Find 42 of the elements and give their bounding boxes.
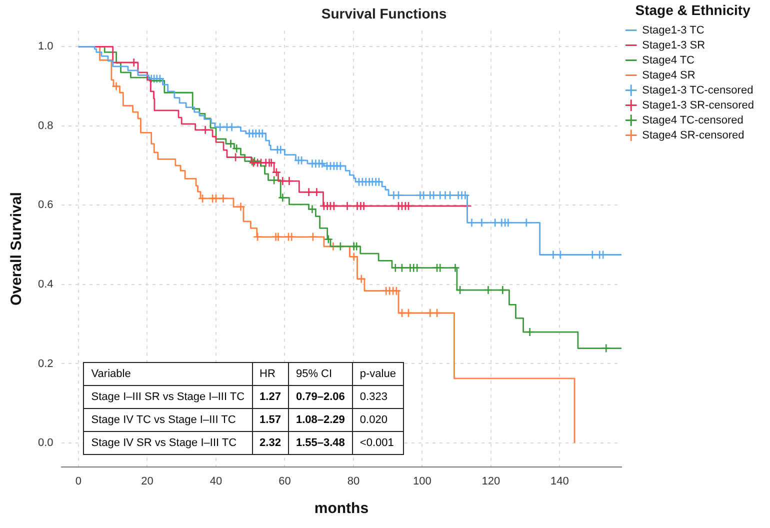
legend-label: Stage1-3 SR-censored xyxy=(642,99,754,112)
y-tick-label: 1.0 xyxy=(38,40,54,53)
x-tick-label: 100 xyxy=(413,475,432,488)
annotation: Stage I–III SR vs Stage I–III TC xyxy=(84,385,252,408)
annotation: Stage IV SR vs Stage I–III TC xyxy=(84,431,252,454)
annotation: <0.001 xyxy=(352,431,404,454)
legend-label: Stage4 SR xyxy=(642,69,696,82)
annotation: HR xyxy=(252,362,288,386)
x-tick-label: 140 xyxy=(550,475,569,488)
y-tick-label: 0.4 xyxy=(38,278,54,291)
legend-label: Stage1-3 TC-censored xyxy=(642,84,754,96)
y-tick-label: 0.0 xyxy=(38,437,54,450)
legend-label: Stage1-3 SR xyxy=(642,39,706,52)
annotation: 1.27 xyxy=(252,385,288,408)
y-axis-title: Overall Survival xyxy=(8,192,26,306)
annotation: 0.323 xyxy=(352,385,404,408)
annotation: 1.55–3.48 xyxy=(288,431,352,454)
y-tick-label: 0.2 xyxy=(38,358,54,370)
legend-label: Stage1-3 TC xyxy=(642,24,704,36)
chart-title: Survival Functions xyxy=(321,5,447,22)
annotation: 95% CI xyxy=(288,362,352,386)
annotation: 1.57 xyxy=(252,408,288,432)
x-axis-title: months xyxy=(314,500,369,518)
annotation: 0.79–2.06 xyxy=(288,385,352,408)
x-tick-label: 80 xyxy=(347,475,360,488)
legend-title: Stage & Ethnicity xyxy=(635,2,751,18)
x-tick-label: 0 xyxy=(75,475,82,488)
legend-label: Stage4 TC-censored xyxy=(642,114,744,126)
x-tick-label: 40 xyxy=(210,475,222,488)
annotation: 2.32 xyxy=(252,431,288,454)
y-tick-label: 0.8 xyxy=(38,120,54,132)
legend-label: Stage4 SR-censored xyxy=(642,129,744,142)
legend-label: Stage4 TC xyxy=(642,54,695,66)
x-tick-label: 60 xyxy=(278,475,291,488)
annotation: 1.08–2.29 xyxy=(288,408,352,432)
annotation: Stage IV TC vs Stage I–III TC xyxy=(84,408,252,432)
x-tick-label: 120 xyxy=(482,475,500,488)
y-tick-label: 0.6 xyxy=(38,199,54,212)
annotation: Variable xyxy=(84,362,252,386)
annotation: p-value xyxy=(352,362,404,386)
x-tick-label: 20 xyxy=(141,475,154,488)
annotation: 0.020 xyxy=(352,408,404,432)
